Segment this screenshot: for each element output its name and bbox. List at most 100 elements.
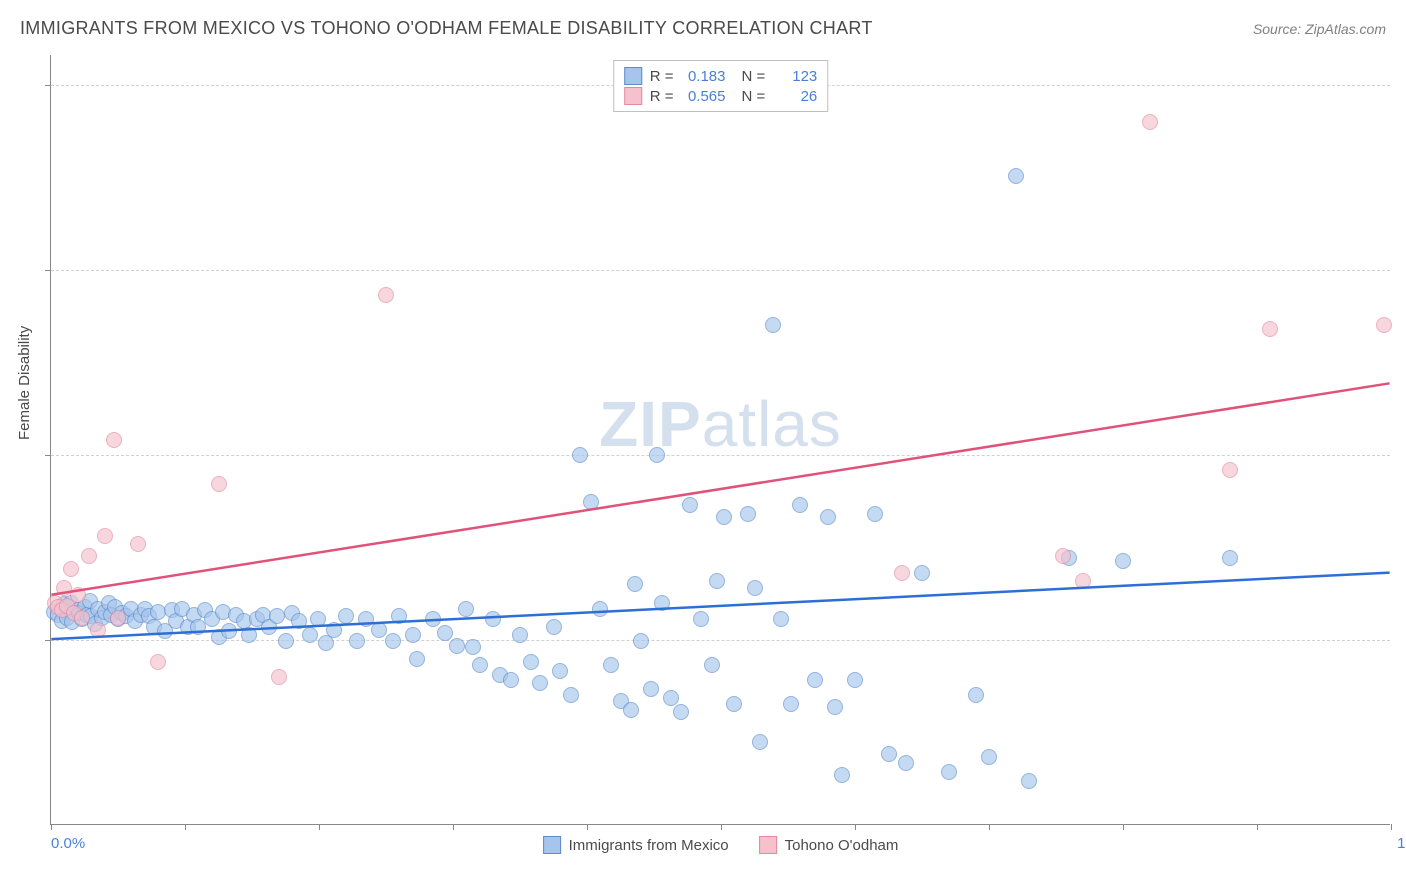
data-point — [241, 627, 257, 643]
n-label: N = — [742, 68, 766, 85]
data-point — [740, 506, 756, 522]
r-value: 0.565 — [682, 88, 726, 105]
x-tick — [587, 824, 588, 830]
data-point — [673, 704, 689, 720]
legend-swatch — [759, 836, 777, 854]
data-point — [371, 622, 387, 638]
y-tick — [45, 270, 51, 271]
y-tick-label: 37.5% — [1396, 262, 1406, 278]
x-tick — [1257, 824, 1258, 830]
data-point — [881, 746, 897, 762]
data-point — [81, 548, 97, 564]
data-point — [269, 608, 285, 624]
legend-swatch — [624, 67, 642, 85]
data-point — [693, 611, 709, 627]
data-point — [747, 580, 763, 596]
data-point — [391, 608, 407, 624]
data-point — [649, 447, 665, 463]
data-point — [291, 613, 307, 629]
y-tick-label: 50.0% — [1396, 77, 1406, 93]
data-point — [716, 509, 732, 525]
x-tick — [721, 824, 722, 830]
data-point — [623, 702, 639, 718]
data-point — [97, 528, 113, 544]
legend-stats-row: R =0.183N =123 — [624, 67, 818, 85]
data-point — [385, 633, 401, 649]
data-point — [783, 696, 799, 712]
data-point — [827, 699, 843, 715]
data-point — [512, 627, 528, 643]
data-point — [633, 633, 649, 649]
data-point — [898, 755, 914, 771]
watermark-rest: atlas — [702, 388, 842, 460]
data-point — [378, 287, 394, 303]
n-value: 123 — [773, 68, 817, 85]
data-point — [820, 509, 836, 525]
data-point — [1376, 317, 1392, 333]
data-point — [709, 573, 725, 589]
r-label: R = — [650, 88, 674, 105]
data-point — [150, 654, 166, 670]
chart-header: IMMIGRANTS FROM MEXICO VS TOHONO O'ODHAM… — [20, 18, 1386, 39]
data-point — [130, 536, 146, 552]
data-point — [773, 611, 789, 627]
legend-series-item: Tohono O'odham — [759, 836, 899, 854]
gridline — [51, 270, 1390, 271]
data-point — [1075, 573, 1091, 589]
x-tick — [51, 824, 52, 830]
data-point — [1222, 550, 1238, 566]
data-point — [847, 672, 863, 688]
data-point — [70, 587, 86, 603]
data-point — [1008, 168, 1024, 184]
y-tick — [45, 85, 51, 86]
data-point — [654, 595, 670, 611]
legend-stats: R =0.183N =123R =0.565N = 26 — [613, 60, 829, 112]
data-point — [90, 622, 106, 638]
data-point — [592, 601, 608, 617]
y-tick — [45, 455, 51, 456]
data-point — [726, 696, 742, 712]
data-point — [792, 497, 808, 513]
y-tick-label: 12.5% — [1396, 632, 1406, 648]
trend-lines — [51, 55, 1390, 824]
data-point — [1262, 321, 1278, 337]
gridline — [51, 455, 1390, 456]
data-point — [914, 565, 930, 581]
data-point — [523, 654, 539, 670]
data-point — [472, 657, 488, 673]
data-point — [405, 627, 421, 643]
data-point — [1222, 462, 1238, 478]
x-tick — [1123, 824, 1124, 830]
n-value: 26 — [773, 88, 817, 105]
scatter-plot-area: ZIPatlas R =0.183N =123R =0.565N = 26 Im… — [50, 55, 1390, 825]
x-min-label: 0.0% — [51, 835, 85, 852]
data-point — [807, 672, 823, 688]
data-point — [546, 619, 562, 635]
x-tick — [855, 824, 856, 830]
data-point — [1055, 548, 1071, 564]
data-point — [458, 601, 474, 617]
data-point — [643, 681, 659, 697]
data-point — [1142, 114, 1158, 130]
data-point — [968, 687, 984, 703]
legend-series-label: Immigrants from Mexico — [569, 837, 729, 854]
y-tick-label: 25.0% — [1396, 447, 1406, 463]
data-point — [1115, 553, 1131, 569]
data-point — [894, 565, 910, 581]
data-point — [663, 690, 679, 706]
data-point — [221, 623, 237, 639]
data-point — [106, 432, 122, 448]
data-point — [627, 576, 643, 592]
data-point — [981, 749, 997, 765]
data-point — [437, 625, 453, 641]
data-point — [465, 639, 481, 655]
y-axis-title: Female Disability — [16, 326, 33, 440]
x-tick — [453, 824, 454, 830]
data-point — [583, 494, 599, 510]
r-value: 0.183 — [682, 68, 726, 85]
x-max-label: 100.0% — [1397, 835, 1406, 852]
data-point — [503, 672, 519, 688]
data-point — [572, 447, 588, 463]
data-point — [326, 622, 342, 638]
legend-swatch — [543, 836, 561, 854]
